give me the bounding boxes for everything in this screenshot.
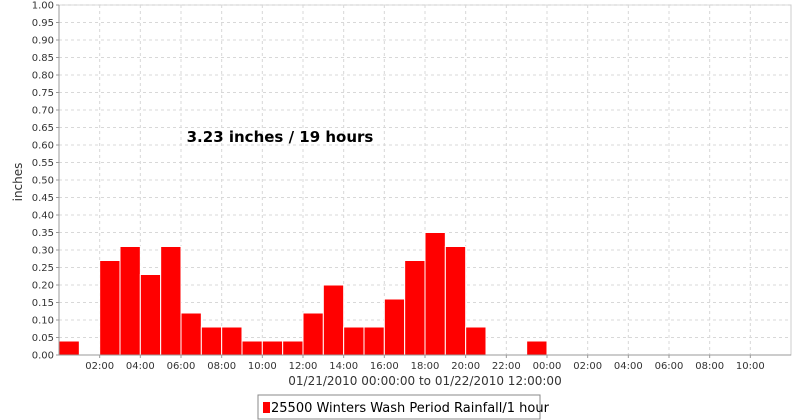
bar	[444, 246, 467, 356]
legend-swatch	[263, 402, 270, 413]
axes	[56, 4, 791, 358]
bar	[200, 326, 223, 356]
bar	[99, 260, 121, 356]
bar	[343, 326, 365, 356]
y-tick-label: 0.20	[32, 281, 54, 292]
y-tick-label: 0.15	[32, 298, 54, 309]
y-tick-label: 0.95	[32, 18, 54, 29]
chart-annotation: 3.23 inches / 19 hours	[187, 128, 374, 146]
x-tick-labels: 02:00 04:00 06:00 08:00 10:00 12:00 14:00 16:00…	[85, 361, 764, 372]
x-tick-label: 10:00	[736, 361, 765, 372]
bar	[180, 312, 202, 356]
x-tick-label: 14:00	[329, 361, 358, 372]
bar	[424, 232, 446, 356]
y-tick-label: 0.10	[32, 316, 54, 327]
y-tick-label: 0.45	[32, 193, 54, 204]
y-tick-label: 0.40	[32, 211, 54, 222]
x-tick-label: 12:00	[289, 361, 318, 372]
bar	[465, 326, 487, 356]
y-tick-label: 1.00	[32, 1, 54, 12]
x-tick-label: 10:00	[248, 361, 277, 372]
y-tick-label: 0.55	[32, 158, 54, 169]
x-tick-label: 20:00	[451, 361, 480, 372]
x-tick-label: 08:00	[207, 361, 236, 372]
y-tick-label: 0.90	[32, 36, 54, 47]
y-tick-label: 0.65	[32, 123, 54, 134]
bars	[58, 232, 548, 356]
x-tick-label: 02:00	[85, 361, 114, 372]
x-axis-label: 01/21/2010 00:00:00 to 01/22/2010 12:00:…	[288, 374, 561, 388]
legend-label: 25500 Winters Wash Period Rainfall/1 hou…	[271, 401, 550, 416]
bar	[526, 340, 548, 356]
x-tick-label: 22:00	[492, 361, 521, 372]
y-tick-label: 0.35	[32, 228, 54, 239]
x-tick-label: 16:00	[370, 361, 399, 372]
bar	[404, 260, 426, 356]
y-tick-label: 0.85	[32, 53, 54, 64]
y-tick-label: 0.00	[32, 351, 54, 362]
y-tick-label: 0.70	[32, 106, 54, 117]
bar	[363, 326, 385, 356]
x-tick-label: 00:00	[533, 361, 562, 372]
bar	[58, 340, 80, 356]
x-tick-label: 04:00	[126, 361, 155, 372]
y-tick-label: 0.05	[32, 333, 54, 344]
bar	[241, 340, 263, 356]
bar	[302, 312, 324, 356]
x-tick-label: 04:00	[614, 361, 643, 372]
bar	[139, 274, 162, 356]
bar	[160, 246, 182, 356]
x-tick-label: 06:00	[167, 361, 196, 372]
y-axis-label: inches	[11, 163, 25, 202]
bar	[119, 246, 141, 356]
y-tick-label: 0.75	[32, 88, 54, 99]
y-tick-label: 0.30	[32, 246, 54, 257]
legend-box	[257, 394, 541, 420]
bar	[221, 326, 243, 356]
x-tick-label: 08:00	[695, 361, 724, 372]
bar	[261, 340, 284, 356]
bar	[322, 284, 345, 356]
bar	[383, 298, 406, 356]
x-tick-label: 18:00	[411, 361, 440, 372]
bar	[282, 340, 304, 356]
legend: 25500 Winters Wash Period Rainfall/1 hou…	[257, 394, 550, 420]
x-tick-label: 06:00	[655, 361, 684, 372]
y-tick-label: 0.60	[32, 141, 54, 152]
y-tick-labels: 0.00 0.05 0.10 0.15 0.20 0.25 0.30 0.35 0.40 0.45…	[32, 1, 54, 362]
y-tick-label: 0.50	[32, 176, 54, 187]
x-tick-label: 02:00	[573, 361, 602, 372]
y-tick-label: 0.80	[32, 71, 54, 82]
y-tick-label: 0.25	[32, 263, 54, 274]
